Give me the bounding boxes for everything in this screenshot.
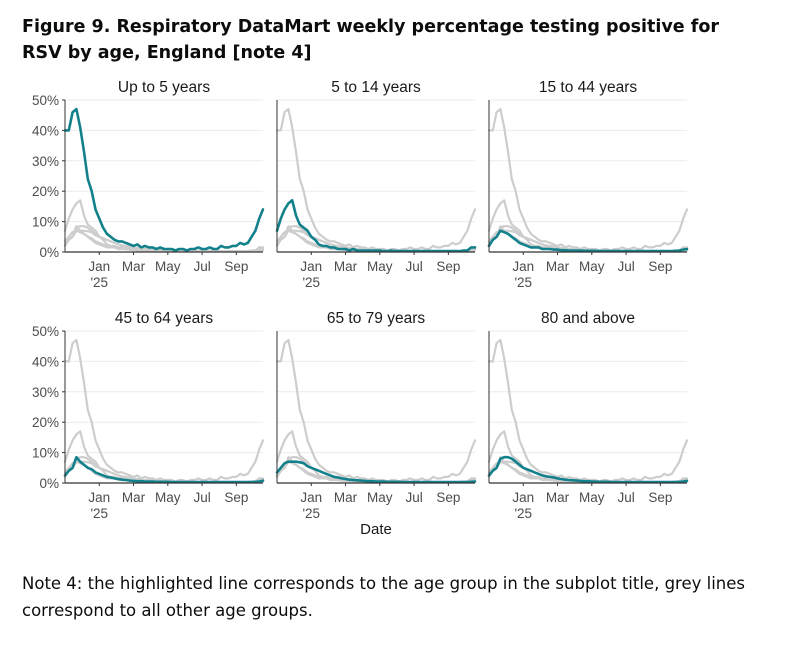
series-line-highlight [275,460,477,484]
panel-title: 15 to 44 years [539,79,637,96]
series-line-other [275,339,477,483]
y-tick-label: 20% [32,415,59,430]
x-tick-label: Jul [193,490,210,505]
x-tick-label: Sep [224,490,248,505]
x-tick-label: Mar [546,259,570,274]
x-tick-sublabel: '25 [302,506,320,521]
x-tick-label: Jul [405,259,422,274]
panel-4: 45 to 64 years 0% 10% 20% 30% 40% 50% Jan'25 Mar… [32,310,265,521]
x-tick-sublabel: '25 [514,506,532,521]
panel-title: 65 to 79 years [327,310,425,327]
y-tick-label: 0% [39,245,59,260]
x-tick-label: Sep [224,259,248,274]
series-line-highlight [63,455,265,484]
series-line-other [275,108,477,252]
y-tick-label: 50% [32,324,59,339]
x-tick-label: Jan [512,259,534,274]
x-tick-label: May [367,490,393,505]
figure-note: Note 4: the highlighted line corresponds… [22,574,745,620]
x-tick-sublabel: '25 [90,506,108,521]
y-tick-label: 40% [32,123,59,138]
x-tick-sublabel: '25 [514,275,532,290]
y-tick-label: 30% [32,154,59,169]
x-tick-label: Sep [648,259,672,274]
x-tick-label: Mar [546,490,570,505]
x-tick-label: Mar [334,490,358,505]
x-tick-label: Jan [300,259,322,274]
panel-title: 80 and above [541,310,635,327]
y-tick-label: 0% [39,476,59,491]
x-tick-label: Jan [88,490,110,505]
y-tick-label: 40% [32,354,59,369]
series-line-highlight [63,107,265,252]
y-tick-label: 30% [32,385,59,400]
y-tick-label: 10% [32,215,59,230]
x-tick-label: Jul [405,490,422,505]
x-tick-label: May [367,259,393,274]
panel-6: 80 and above Jan'25 Mar May Jul Sep [487,310,689,521]
x-tick-label: Jul [617,259,634,274]
panel-title: 45 to 64 years [115,310,213,327]
x-tick-sublabel: '25 [90,275,108,290]
x-tick-label: May [155,259,181,274]
panel-title: Up to 5 years [118,79,210,96]
panel-title: 5 to 14 years [331,79,421,96]
x-tick-label: May [579,490,605,505]
y-tick-label: 10% [32,446,59,461]
panel-2: 5 to 14 years Jan'25 Mar May Jul Sep [275,79,477,290]
panel-5: 65 to 79 years Jan'25 Mar May Jul Sep [275,310,477,521]
series-line-highlight [275,199,477,253]
x-tick-label: Sep [436,259,460,274]
x-tick-label: Sep [648,490,672,505]
x-tick-label: May [579,259,605,274]
series-line-other [487,108,689,252]
x-tick-label: Jul [193,259,210,274]
x-tick-sublabel: '25 [302,275,320,290]
series-line-other [63,339,265,483]
x-tick-label: Mar [122,259,146,274]
x-tick-label: Sep [436,490,460,505]
x-tick-label: Jan [88,259,110,274]
x-tick-label: Jul [617,490,634,505]
x-tick-label: Mar [334,259,358,274]
figure-title: Figure 9. Respiratory DataMart weekly pe… [22,17,720,63]
series-line-highlight [487,229,689,253]
y-tick-label: 20% [32,184,59,199]
x-tick-label: Mar [122,490,146,505]
series-line-highlight [487,455,689,484]
y-tick-label: 50% [32,93,59,108]
x-tick-label: Jan [300,490,322,505]
x-axis-title: Date [360,521,392,538]
panel-3: 15 to 44 years Jan'25 Mar May Jul Sep [487,79,689,290]
panel-1: Up to 5 years 0% 10% 20% 30% 40% 50% Jan'25 Mar M… [32,79,265,290]
x-tick-label: May [155,490,181,505]
x-tick-label: Jan [512,490,534,505]
